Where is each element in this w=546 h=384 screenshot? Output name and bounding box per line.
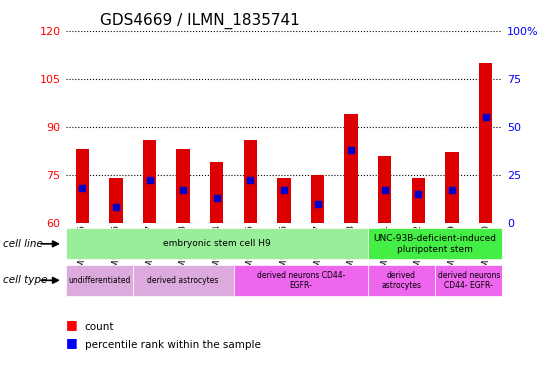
Bar (479, 63, 492, 223)
Text: derived neurons
CD44- EGFR-: derived neurons CD44- EGFR- (437, 271, 500, 290)
Bar (75, 149, 89, 223)
Text: count: count (85, 322, 114, 332)
Text: embryonic stem cell H9: embryonic stem cell H9 (163, 239, 271, 248)
Text: cell type: cell type (3, 275, 47, 285)
Bar (345, 114, 358, 223)
Text: cell line: cell line (3, 239, 43, 249)
Bar (378, 156, 391, 223)
Text: derived neurons CD44-
EGFR-: derived neurons CD44- EGFR- (257, 271, 345, 290)
Bar (143, 139, 156, 223)
Bar (210, 162, 223, 223)
Bar (277, 178, 290, 223)
Text: ■: ■ (66, 336, 78, 349)
Text: percentile rank within the sample: percentile rank within the sample (85, 339, 260, 349)
Bar (311, 175, 324, 223)
Text: UNC-93B-deficient-induced
pluripotent stem: UNC-93B-deficient-induced pluripotent st… (373, 234, 497, 253)
Text: derived
astrocytes: derived astrocytes (382, 271, 422, 290)
FancyBboxPatch shape (66, 228, 368, 260)
FancyBboxPatch shape (368, 265, 435, 296)
Bar (109, 178, 123, 223)
Bar (412, 178, 425, 223)
FancyBboxPatch shape (435, 265, 502, 296)
FancyBboxPatch shape (234, 265, 368, 296)
Bar (176, 149, 190, 223)
FancyBboxPatch shape (368, 228, 502, 260)
Bar (244, 139, 257, 223)
Bar (445, 152, 459, 223)
FancyBboxPatch shape (133, 265, 234, 296)
FancyBboxPatch shape (66, 265, 133, 296)
Text: derived astrocytes: derived astrocytes (147, 276, 219, 285)
Text: ■: ■ (66, 318, 78, 331)
Text: GDS4669 / ILMN_1835741: GDS4669 / ILMN_1835741 (100, 13, 300, 29)
Text: undifferentiated: undifferentiated (68, 276, 130, 285)
